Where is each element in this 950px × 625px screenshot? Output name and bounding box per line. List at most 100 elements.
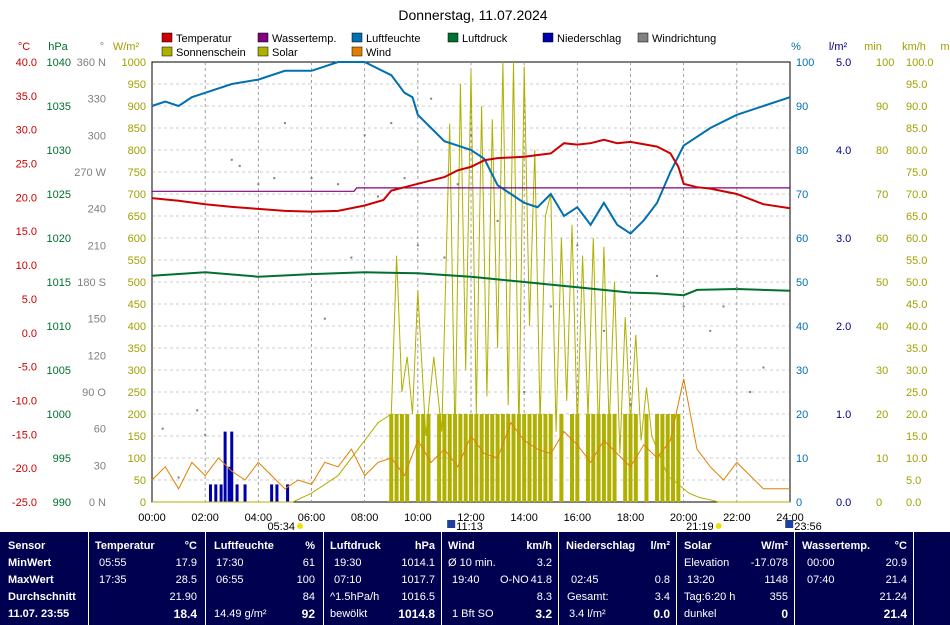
stats-pressure-trend: ^1.5hPa/h: [330, 591, 380, 603]
temperature-line: [151, 138, 791, 213]
legend-label: Luftfeuchte: [366, 33, 420, 45]
right-axis-tick: 15.0: [906, 431, 927, 443]
right-axis-tick: 10: [876, 453, 888, 465]
right-axis-tick: 60: [796, 233, 808, 245]
legend-label: Sonnenschein: [176, 47, 246, 59]
right-axis-tick: 0: [876, 497, 882, 509]
left-axis-tick: 650: [128, 211, 146, 223]
stats-sensor-header: Sensor: [8, 540, 46, 552]
stats-wind-max: 41.8: [530, 574, 552, 586]
left-axis-tick: -10.0: [12, 395, 37, 407]
right-axis-tick: 70.0: [906, 189, 927, 201]
right-axis-tick: 0: [796, 497, 802, 509]
sunset-icon: [715, 523, 722, 529]
stats-water-max-time: 07:40: [807, 574, 835, 586]
stats-solar-max-time: 13:20: [687, 574, 715, 586]
legend-label: Wind: [366, 47, 391, 59]
sunshine-bar: [469, 414, 473, 502]
wind-direction-point: [416, 244, 419, 247]
sunshine-bar: [559, 414, 564, 502]
wind-direction-point: [443, 256, 446, 259]
left-axis-tick: 200: [128, 409, 146, 421]
right-axis-tick: 90.0: [906, 101, 927, 113]
right-axis-tick: 20: [876, 409, 888, 421]
stats-solar-elevation-label: Elevation: [684, 557, 730, 569]
x-axis-tick: 06:00: [298, 512, 326, 524]
stats-sensor-column: Sensor MinWert MaxWert Durchschnitt 11.0…: [0, 532, 89, 625]
sunshine-bar: [394, 414, 399, 502]
right-axis-tick: 100: [796, 57, 814, 69]
left-axis-tick: 250: [128, 387, 146, 399]
left-axis-tick: 990: [53, 497, 71, 509]
right-axis-unit: l/m²: [829, 41, 848, 53]
left-axis-tick: 450: [128, 299, 146, 311]
sunshine-bar: [421, 414, 426, 502]
precipitation-bar: [219, 484, 223, 502]
stats-water-avg: 21.24: [879, 591, 907, 603]
right-axis-tick: 10: [796, 453, 808, 465]
wind-direction-point: [549, 305, 552, 308]
right-axis-tick: 10.0: [906, 453, 927, 465]
wind-direction-point: [749, 391, 752, 393]
right-axis-unit: %: [791, 41, 801, 53]
right-axis-tick: 60.0: [906, 233, 927, 245]
stats-temperature-min-time: 05:55: [99, 557, 127, 569]
stats-label-avg: Durchschnitt: [8, 591, 76, 603]
stats-solar-elevation: -17.078: [750, 557, 788, 569]
sunshine-bar: [479, 414, 484, 502]
wind-direction-point: [310, 177, 313, 180]
right-axis-unit: m: [940, 41, 949, 53]
wind-line: [151, 378, 790, 490]
x-axis-tick: 16:00: [564, 512, 592, 524]
precipitation-bar: [243, 484, 247, 502]
sunshine-bar: [442, 414, 447, 502]
stats-rain-max: 0.8: [654, 574, 670, 586]
left-axis-tick: 995: [53, 453, 71, 465]
legend-swatch: [351, 32, 363, 43]
left-axis-tick: 350: [128, 343, 146, 355]
right-axis-tick: 50: [796, 277, 808, 289]
left-axis-tick: 30: [94, 460, 106, 472]
stats-solar-max: 1148: [764, 574, 788, 586]
sunshine-bar: [527, 414, 532, 502]
sunshine-bar: [601, 414, 606, 502]
wind-direction-point: [204, 433, 207, 436]
left-axes: 40.0 35.0 30.0 25.0 20.0 15.0 10.0 5.0 0.0 -5.0 -1…: [12, 57, 146, 509]
stats-pressure-max-time: 07:10: [334, 574, 362, 586]
left-axis-tick: 1015: [47, 277, 71, 289]
legend-label: Niederschlag: [557, 33, 621, 45]
left-axis-tick: 100: [128, 453, 146, 465]
left-axis-tick: 750: [128, 167, 146, 179]
left-axis-tick: 5.0: [22, 294, 37, 306]
sunshine-bar: [660, 414, 665, 502]
sunshine-bar: [522, 414, 527, 502]
left-axis-tick: 1005: [47, 365, 71, 377]
left-axis-tick: 330: [88, 94, 106, 106]
sunshine-bar: [399, 414, 404, 502]
left-axis-tick: 1040: [47, 57, 71, 69]
wind-direction-point: [722, 305, 725, 308]
humidity-line: [151, 61, 791, 235]
legend-swatch: [161, 32, 173, 43]
stats-pressure-column: Luftdruck hPa 19:30 1014.1 07:10 1017.7 …: [324, 532, 442, 625]
sunshine-bar: [543, 414, 548, 502]
left-axis-tick: 120: [88, 350, 106, 362]
wind-direction-point: [735, 287, 738, 290]
right-axis-unit: km/h: [902, 41, 926, 53]
stats-rain-unit: l/m²: [650, 540, 670, 552]
stats-pressure-min-time: 19:30: [334, 557, 362, 569]
wind-direction-point: [238, 164, 241, 167]
sunshine-bar: [538, 414, 543, 502]
stats-pressure-condition: bewölkt: [330, 608, 368, 620]
legend: Temperatur Wassertemp. Luftfeuchte Luftdruc…: [161, 32, 716, 59]
sunshine-bar: [532, 414, 537, 502]
left-axis-tick: 1020: [47, 233, 71, 245]
stats-wind-day-avg: 8.3: [536, 591, 552, 603]
wind-direction-point: [403, 177, 406, 180]
left-axis-tick: 20.0: [16, 192, 37, 204]
sunshine-bar: [463, 414, 468, 502]
stats-solar-unit: W/m²: [761, 540, 788, 552]
left-axis-tick: 210: [88, 240, 106, 252]
left-axis-tick: 1025: [47, 189, 71, 201]
wind-direction-point: [576, 244, 579, 247]
